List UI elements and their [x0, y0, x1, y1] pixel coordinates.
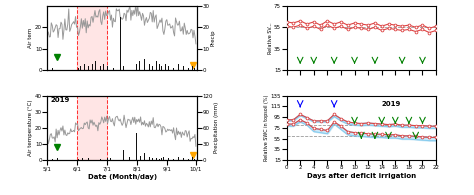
Bar [52, 68, 53, 70]
Bar [188, 68, 189, 70]
X-axis label: Days after deficit irrigation: Days after deficit irrigation [307, 173, 416, 179]
Bar [123, 150, 124, 160]
Bar [139, 61, 140, 70]
Bar [56, 158, 58, 160]
Bar [52, 159, 53, 160]
Bar [84, 64, 85, 70]
Y-axis label: Relative SWC in topsoil (%): Relative SWC in topsoil (%) [264, 95, 269, 161]
Y-axis label: Precipitation (mm): Precipitation (mm) [214, 102, 219, 153]
Bar [129, 157, 130, 160]
X-axis label: Date (Month/day): Date (Month/day) [88, 174, 157, 180]
Bar [188, 159, 189, 160]
Text: 2019: 2019 [50, 97, 70, 103]
Bar [173, 159, 174, 160]
Bar [78, 159, 79, 160]
Bar [107, 158, 108, 160]
Bar [78, 68, 79, 70]
Bar [162, 66, 163, 70]
Bar [127, 156, 128, 160]
Bar [100, 66, 101, 70]
Bar [191, 157, 192, 160]
Bar [80, 66, 81, 70]
Bar [152, 66, 153, 70]
Bar [144, 59, 145, 70]
Bar [149, 64, 150, 70]
Bar [183, 66, 184, 70]
Bar [165, 64, 166, 70]
Bar [113, 68, 114, 70]
Bar [155, 61, 156, 70]
Bar [95, 61, 96, 70]
Bar [82, 158, 83, 160]
Bar [178, 64, 179, 70]
Bar [149, 157, 150, 160]
Bar [77, 6, 107, 70]
Y-axis label: Air temperature (°C): Air temperature (°C) [28, 100, 34, 156]
Y-axis label: Air tem: Air tem [28, 28, 34, 48]
Bar [194, 159, 195, 160]
Bar [88, 158, 89, 160]
Bar [168, 66, 169, 70]
Bar [110, 158, 111, 160]
Bar [100, 159, 101, 160]
Bar [183, 158, 184, 160]
Bar [152, 158, 153, 160]
Bar [136, 64, 137, 70]
Bar [88, 66, 89, 70]
Bar [123, 66, 124, 70]
Bar [162, 158, 163, 160]
Bar [178, 157, 179, 160]
Bar [194, 68, 195, 70]
Text: 2019: 2019 [382, 101, 401, 107]
Bar [155, 158, 156, 160]
Bar [158, 159, 160, 160]
Bar [136, 133, 137, 160]
Bar [91, 64, 92, 70]
Bar [120, 17, 121, 70]
Bar [168, 158, 169, 160]
Bar [173, 68, 174, 70]
Bar [103, 64, 104, 70]
Y-axis label: Relative SV...: Relative SV... [268, 22, 273, 54]
Bar [144, 153, 145, 160]
Bar [158, 64, 160, 70]
Bar [77, 96, 107, 160]
Bar [191, 66, 192, 70]
Bar [107, 66, 108, 70]
Y-axis label: Precip: Precip [211, 30, 216, 46]
Bar [140, 156, 141, 160]
